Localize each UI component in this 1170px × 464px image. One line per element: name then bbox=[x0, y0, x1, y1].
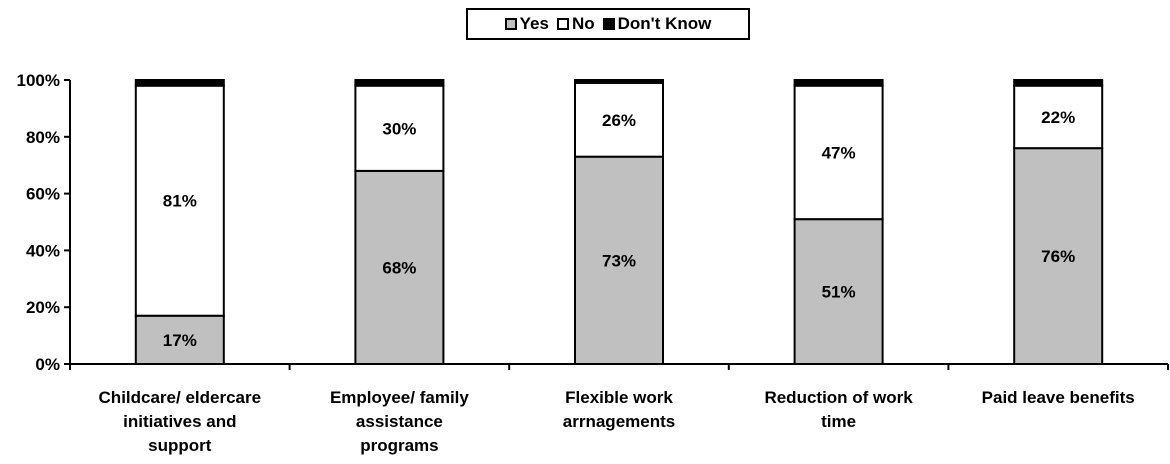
x-tick-label: Employee/ family bbox=[330, 388, 469, 407]
x-tick-label: Paid leave benefits bbox=[982, 388, 1135, 407]
data-label: 68% bbox=[382, 258, 416, 277]
y-tick-label: 80% bbox=[26, 128, 60, 147]
data-label: 81% bbox=[163, 192, 197, 211]
x-tick-label: initiatives and bbox=[123, 412, 236, 431]
bar-don-t-know-segment bbox=[1014, 80, 1102, 86]
data-label: 22% bbox=[1041, 108, 1075, 127]
x-tick-label: time bbox=[821, 412, 856, 431]
data-label: 51% bbox=[822, 283, 856, 302]
data-label: 17% bbox=[163, 331, 197, 350]
y-tick-label: 40% bbox=[26, 241, 60, 260]
data-label: 47% bbox=[822, 143, 856, 162]
bar-don-t-know-segment bbox=[355, 80, 443, 86]
x-tick-label: Childcare/ eldercare bbox=[99, 388, 262, 407]
bar-don-t-know-segment bbox=[575, 80, 663, 83]
x-tick-label: programs bbox=[360, 436, 438, 455]
x-tick-label: assistance bbox=[356, 412, 443, 431]
data-label: 30% bbox=[382, 119, 416, 138]
data-label: 26% bbox=[602, 111, 636, 130]
x-tick-label: Reduction of work bbox=[764, 388, 913, 407]
y-tick-label: 100% bbox=[17, 71, 60, 90]
x-tick-label: support bbox=[148, 436, 212, 455]
bar-don-t-know-segment bbox=[795, 80, 883, 86]
data-label: 76% bbox=[1041, 247, 1075, 266]
x-tick-label: arrnagements bbox=[563, 412, 675, 431]
y-tick-label: 0% bbox=[35, 355, 60, 374]
x-tick-label: Flexible work bbox=[565, 388, 673, 407]
bar-don-t-know-segment bbox=[136, 80, 224, 86]
y-tick-label: 20% bbox=[26, 298, 60, 317]
y-tick-label: 60% bbox=[26, 185, 60, 204]
data-label: 73% bbox=[602, 251, 636, 270]
